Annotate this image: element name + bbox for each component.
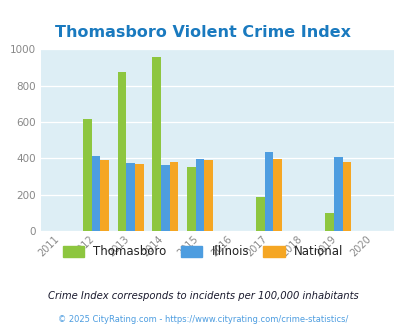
Bar [264, 152, 273, 231]
Bar [92, 156, 100, 231]
Bar [204, 160, 212, 231]
Bar [169, 162, 178, 231]
Bar [195, 159, 204, 231]
Text: Crime Index corresponds to incidents per 100,000 inhabitants: Crime Index corresponds to incidents per… [47, 291, 358, 301]
Bar [134, 164, 143, 231]
Bar [333, 157, 342, 231]
Bar [100, 160, 109, 231]
Bar [256, 197, 264, 231]
Bar [117, 72, 126, 231]
Bar [126, 163, 134, 231]
Bar [325, 213, 333, 231]
Bar [186, 167, 195, 231]
Bar [273, 159, 281, 231]
Text: © 2025 CityRating.com - https://www.cityrating.com/crime-statistics/: © 2025 CityRating.com - https://www.city… [58, 315, 347, 324]
Bar [152, 57, 160, 231]
Bar [83, 119, 92, 231]
Text: Thomasboro Violent Crime Index: Thomasboro Violent Crime Index [55, 25, 350, 40]
Legend: Thomasboro, Illinois, National: Thomasboro, Illinois, National [58, 241, 347, 263]
Bar [160, 165, 169, 231]
Bar [342, 162, 351, 231]
